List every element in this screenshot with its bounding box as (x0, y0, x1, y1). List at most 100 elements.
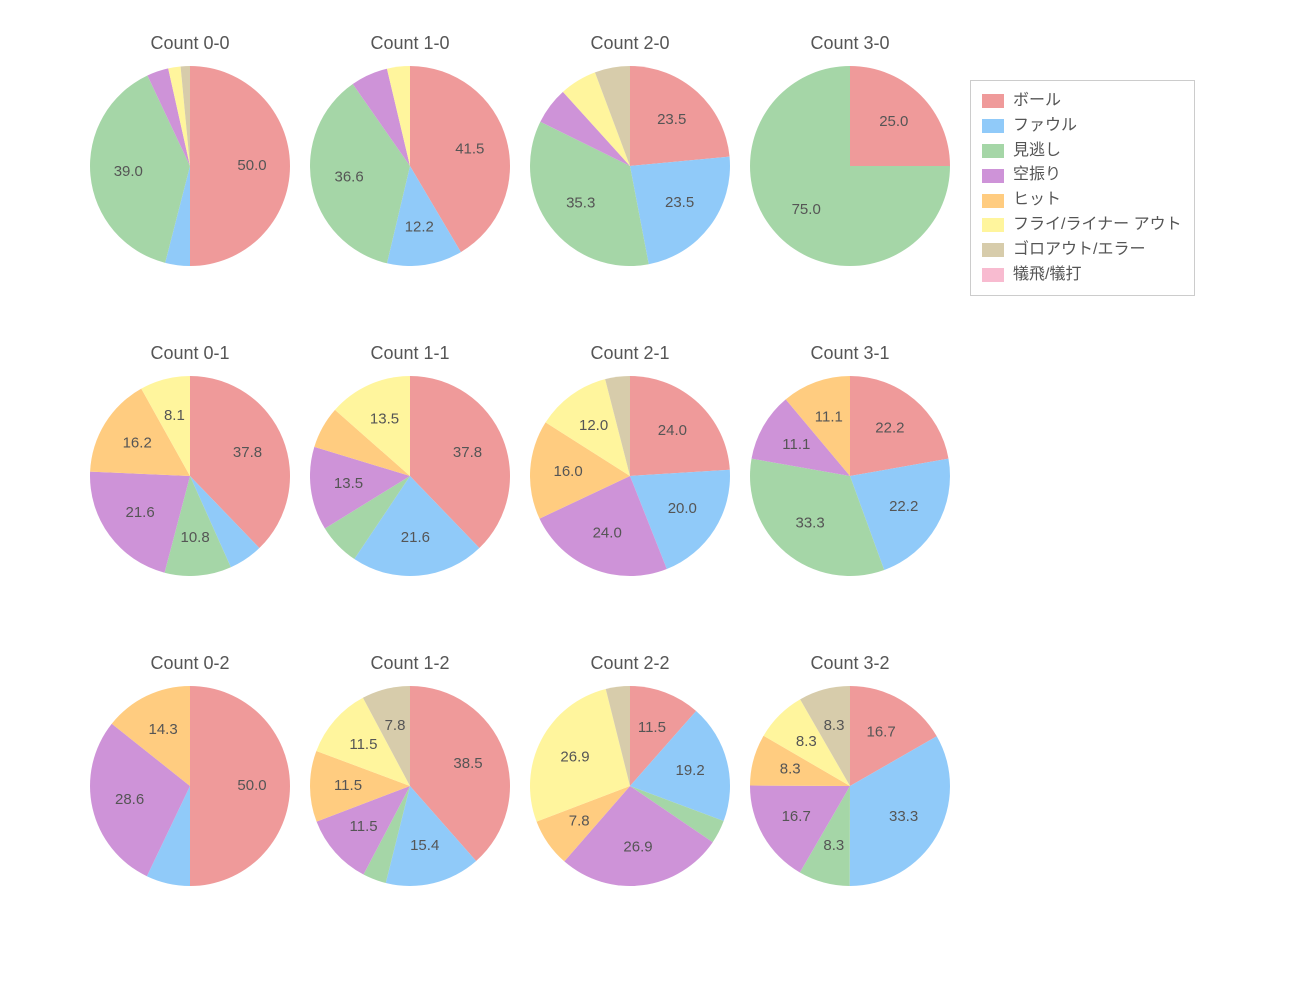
slice-value-label: 24.0 (658, 422, 687, 439)
legend-label: 空振り (1013, 163, 1061, 188)
slice-value-label: 39.0 (114, 163, 143, 180)
slice-value-label: 35.3 (566, 194, 595, 211)
pie-title: Count 2-2 (520, 640, 740, 686)
chart-grid: Count 0-0 50.0 39.0 Count 1-0 41.5 12.2 36.6 Co… (0, 0, 1300, 1000)
legend-label: ファウル (1013, 114, 1077, 139)
pie-title: Count 1-2 (300, 640, 520, 686)
pie-chart: Count 2-124.020.024.016.012.0 (520, 330, 740, 576)
slice-value-label: 20.0 (668, 500, 697, 517)
slice-value-label: 11.5 (334, 777, 362, 794)
slice-value-label: 8.3 (780, 761, 801, 778)
slice-value-label: 21.6 (125, 504, 154, 521)
slice-value-label: 38.5 (453, 755, 482, 772)
pie-svg: 23.5 23.5 35.3 (530, 66, 730, 266)
slice-value-label: 16.0 (553, 463, 582, 480)
slice-value-label: 33.3 (795, 514, 824, 531)
legend-label: フライ/ライナー アウト (1013, 213, 1182, 238)
legend-swatch (981, 267, 1005, 283)
slice-value-label: 16.7 (866, 723, 895, 740)
legend-label: ヒット (1013, 188, 1061, 213)
pie-title: Count 0-2 (80, 640, 300, 686)
pie-chart: Count 3-0 25.0 75.0 (740, 20, 960, 266)
slice-value-label: 50.0 (237, 157, 266, 174)
pie-chart: Count 2-023.523.535.3 (520, 20, 740, 266)
legend-item: ヒット (981, 188, 1182, 213)
pie-svg: 50.0 39.0 (90, 66, 290, 266)
legend-swatch (981, 143, 1005, 159)
pie-chart: Count 3-1 22.2 22.2 33.3 11.1 11.1 (740, 330, 960, 576)
pie-chart: Count 0-2 50.0 28.6 14.3 (80, 640, 300, 886)
slice-value-label: 26.9 (560, 748, 589, 765)
slice-value-label: 15.4 (410, 837, 439, 854)
pie-chart: Count 1-137.821.613.513.5 (300, 330, 520, 576)
legend-label: 犠飛/犠打 (1013, 263, 1081, 288)
legend-item: 犠飛/犠打 (981, 263, 1182, 288)
pie-chart: Count 1-2 38.5 15.4 11.5 11.5 11.5 7.8 (300, 640, 520, 886)
pie-svg: 24.0 20.0 24.0 16.0 12.0 (530, 376, 730, 576)
legend: ボールファウル見逃し空振りヒットフライ/ライナー アウトゴロアウト/エラー犠飛/… (970, 80, 1195, 296)
slice-value-label: 22.2 (889, 498, 918, 515)
slice-value-label: 16.2 (123, 434, 152, 451)
slice-value-label: 23.5 (657, 111, 686, 128)
slice-value-label: 10.8 (180, 529, 209, 546)
pie-chart: Count 2-2 11.5 19.2 26.9 7.8 26.9 (520, 640, 740, 886)
pie-svg: 37.8 10.8 21.6 16.2 8.1 (90, 376, 290, 576)
legend-item: ゴロアウト/エラー (981, 238, 1182, 263)
legend-swatch (981, 217, 1005, 233)
pie-chart: Count 0-1 37.8 10.8 21.6 16.2 8.1 (80, 330, 300, 576)
pie-svg: 41.5 12.2 36.6 (310, 66, 510, 266)
legend-swatch (981, 118, 1005, 134)
slice-value-label: 41.5 (455, 141, 484, 158)
slice-value-label: 14.3 (148, 721, 177, 738)
pie-svg: 50.0 28.6 14.3 (90, 686, 290, 886)
slice-value-label: 11.1 (815, 409, 843, 426)
slice-value-label: 11.1 (782, 436, 810, 453)
slice-value-label: 12.0 (579, 417, 608, 434)
pie-title: Count 0-0 (80, 20, 300, 66)
slice-value-label: 26.9 (623, 838, 652, 855)
slice-value-label: 21.6 (401, 529, 430, 546)
pie-chart: Count 3-216.733.38.316.78.38.38.3 (740, 640, 960, 886)
legend-item: 見逃し (981, 139, 1182, 164)
slice-value-label: 12.2 (405, 218, 434, 235)
pie-title: Count 3-1 (740, 330, 960, 376)
slice-value-label: 8.3 (823, 837, 844, 854)
slice-value-label: 19.2 (675, 762, 704, 779)
slice-value-label: 22.2 (875, 419, 904, 436)
legend-label: ゴロアウト/エラー (1013, 238, 1145, 263)
pie-title: Count 0-1 (80, 330, 300, 376)
pie-svg: 11.5 19.2 26.9 7.8 26.9 (530, 686, 730, 886)
legend-item: ボール (981, 89, 1182, 114)
pie-svg: 16.733.38.316.78.38.38.3 (750, 686, 950, 886)
slice-value-label: 13.5 (334, 475, 363, 492)
legend-item: フライ/ライナー アウト (981, 213, 1182, 238)
slice-value-label: 8.3 (824, 717, 845, 734)
slice-value-label: 75.0 (792, 201, 821, 218)
pie-svg: 37.821.613.513.5 (310, 376, 510, 576)
slice-value-label: 7.8 (385, 717, 406, 734)
pie-title: Count 1-0 (300, 20, 520, 66)
slice-value-label: 25.0 (879, 113, 908, 130)
slice-value-label: 11.5 (349, 736, 377, 753)
pie-svg: 38.5 15.4 11.5 11.5 11.5 7.8 (310, 686, 510, 886)
legend-swatch (981, 93, 1005, 109)
slice-value-label: 50.0 (237, 777, 266, 794)
slice-value-label: 11.5 (350, 818, 378, 835)
pie-title: Count 3-0 (740, 20, 960, 66)
slice-value-label: 11.5 (638, 719, 666, 736)
slice-value-label: 8.3 (796, 733, 817, 750)
legend-swatch (981, 242, 1005, 258)
slice-value-label: 28.6 (115, 791, 144, 808)
slice-value-label: 8.1 (164, 407, 185, 424)
slice-value-label: 7.8 (569, 812, 590, 829)
slice-value-label: 37.8 (233, 444, 262, 461)
slice-value-label: 23.5 (665, 194, 694, 211)
slice-value-label: 33.3 (889, 808, 918, 825)
legend-swatch (981, 193, 1005, 209)
pie-svg: 25.0 75.0 (750, 66, 950, 266)
slice-value-label: 37.8 (453, 444, 482, 461)
legend-item: 空振り (981, 163, 1182, 188)
slice-value-label: 24.0 (593, 525, 622, 542)
legend-item: ファウル (981, 114, 1182, 139)
slice-value-label: 36.6 (334, 169, 363, 186)
